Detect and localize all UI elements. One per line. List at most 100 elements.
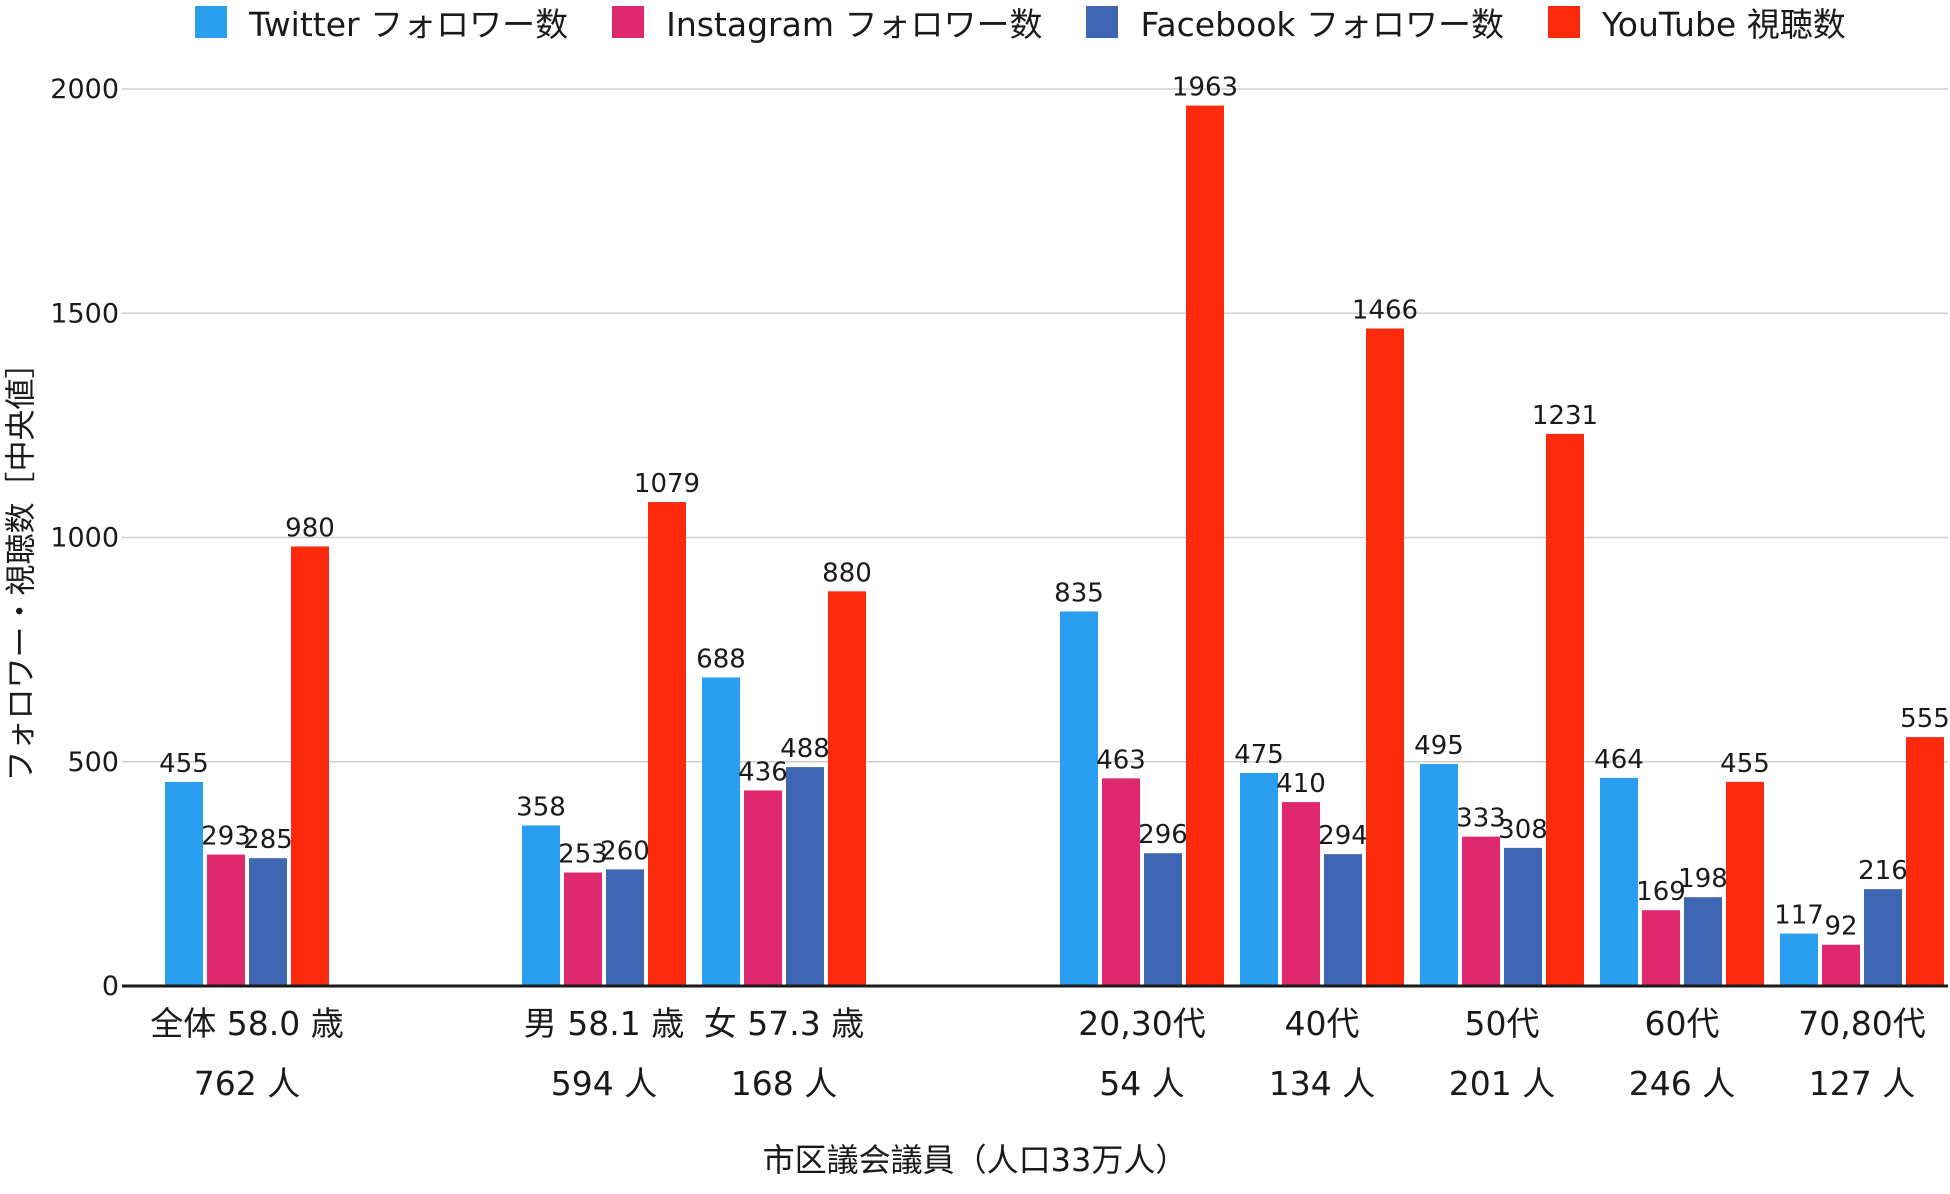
value-label-youtube-2: 880 [822, 558, 872, 588]
bar-youtube-7 [1906, 737, 1944, 986]
category-label-2: 女 57.3 歳 [704, 1004, 864, 1043]
bar-youtube-0 [291, 546, 329, 986]
bar-facebook-7 [1864, 889, 1902, 986]
value-label-instagram-7: 92 [1824, 912, 1857, 942]
legend-swatch-instagram [612, 6, 645, 38]
value-label-youtube-5: 1231 [1532, 401, 1598, 431]
bar-facebook-0 [249, 858, 287, 986]
bar-facebook-1 [606, 869, 644, 986]
category-label-0: 全体 58.0 歳 [150, 1004, 343, 1043]
category-count-label-5: 201 人 [1449, 1064, 1555, 1103]
bar-youtube-2 [828, 591, 866, 986]
legend-item-youtube: YouTube 視聴数 [1548, 0, 1846, 46]
value-label-facebook-1: 260 [600, 836, 650, 866]
category-label-3: 20,30代 [1078, 1004, 1205, 1043]
bar-facebook-2 [786, 767, 824, 986]
bar-twitter-6 [1600, 777, 1638, 986]
y-tick-label-0: 0 [102, 971, 119, 1002]
y-tick-label-1000: 1000 [50, 523, 119, 554]
legend-label-facebook: Facebook フォロワー数 [1140, 5, 1505, 44]
value-label-facebook-0: 285 [243, 825, 293, 855]
value-label-instagram-6: 169 [1636, 877, 1686, 907]
bar-twitter-2 [702, 677, 740, 986]
bar-instagram-6 [1642, 910, 1680, 986]
value-label-facebook-2: 488 [780, 734, 830, 764]
bar-youtube-3 [1186, 105, 1224, 987]
bar-twitter-1 [522, 825, 560, 986]
bar-instagram-7 [1822, 944, 1860, 986]
value-label-twitter-0: 455 [159, 749, 209, 779]
value-label-instagram-1: 253 [558, 840, 608, 870]
bar-twitter-4 [1240, 772, 1278, 986]
x-axis-title: 市区議会議員（人口33万人） [762, 1141, 1188, 1179]
category-count-label-7: 127 人 [1809, 1064, 1915, 1103]
category-count-label-0: 762 人 [194, 1064, 300, 1103]
category-label-5: 50代 [1465, 1004, 1540, 1043]
value-label-twitter-1: 358 [516, 792, 566, 822]
value-label-facebook-3: 296 [1138, 820, 1188, 850]
bar-twitter-0 [165, 781, 203, 986]
bar-facebook-5 [1504, 847, 1542, 986]
legend-label-twitter: Twitter フォロワー数 [249, 5, 569, 44]
bar-instagram-0 [207, 854, 245, 986]
value-label-facebook-4: 294 [1318, 821, 1368, 851]
value-label-twitter-7: 117 [1774, 901, 1824, 931]
value-label-youtube-3: 1963 [1172, 73, 1238, 103]
value-label-youtube-6: 455 [1720, 749, 1770, 779]
value-label-facebook-5: 308 [1498, 815, 1548, 845]
legend-label-youtube: YouTube 視聴数 [1602, 5, 1846, 44]
legend-item-facebook: Facebook フォロワー数 [1086, 0, 1504, 46]
legend: Twitter フォロワー数 Instagram フォロワー数 Facebook… [195, 0, 1890, 44]
legend-label-instagram: Instagram フォロワー数 [666, 5, 1043, 44]
y-tick-label-500: 500 [67, 747, 119, 778]
category-count-label-6: 246 人 [1629, 1064, 1735, 1103]
value-label-twitter-4: 475 [1234, 740, 1284, 770]
value-label-youtube-0: 980 [285, 513, 335, 543]
value-label-twitter-6: 464 [1594, 745, 1644, 775]
bar-facebook-3 [1144, 853, 1182, 986]
bar-youtube-4 [1366, 328, 1404, 986]
bar-facebook-6 [1684, 897, 1722, 986]
y-tick-label-1500: 1500 [50, 298, 119, 329]
value-label-twitter-5: 495 [1414, 731, 1464, 761]
value-label-instagram-3: 463 [1096, 745, 1146, 775]
value-label-twitter-2: 688 [696, 644, 746, 674]
category-label-1: 男 58.1 歳 [524, 1004, 684, 1043]
value-label-instagram-2: 436 [738, 757, 788, 787]
bar-instagram-5 [1462, 836, 1500, 986]
value-label-twitter-3: 835 [1054, 579, 1104, 609]
bar-instagram-2 [744, 790, 782, 986]
value-label-youtube-4: 1466 [1352, 295, 1418, 325]
category-count-label-4: 134 人 [1269, 1064, 1375, 1103]
bar-youtube-5 [1546, 433, 1584, 987]
category-label-6: 60代 [1645, 1004, 1720, 1043]
category-count-label-1: 594 人 [551, 1064, 657, 1103]
y-tick-label-2000: 2000 [50, 74, 119, 105]
value-label-instagram-0: 293 [201, 822, 251, 852]
legend-swatch-youtube [1548, 6, 1581, 38]
bar-instagram-4 [1282, 802, 1320, 986]
value-label-youtube-1: 1079 [634, 469, 700, 499]
legend-item-instagram: Instagram フォロワー数 [612, 0, 1042, 46]
category-label-4: 40代 [1285, 1004, 1360, 1043]
category-count-label-2: 168 人 [731, 1064, 837, 1103]
category-count-label-3: 54 人 [1099, 1064, 1184, 1103]
value-label-facebook-6: 198 [1678, 864, 1728, 894]
bar-instagram-1 [564, 872, 602, 986]
bar-instagram-3 [1102, 778, 1140, 986]
bar-facebook-4 [1324, 854, 1362, 986]
legend-swatch-facebook [1086, 6, 1119, 38]
bar-twitter-3 [1060, 611, 1098, 986]
value-label-instagram-5: 333 [1456, 804, 1506, 834]
category-label-7: 70,80代 [1798, 1004, 1925, 1043]
bar-twitter-5 [1420, 763, 1458, 986]
legend-item-twitter: Twitter フォロワー数 [195, 0, 568, 46]
value-label-youtube-7: 555 [1900, 704, 1950, 734]
bar-youtube-1 [648, 502, 686, 986]
legend-swatch-twitter [195, 6, 227, 38]
value-label-facebook-7: 216 [1858, 856, 1908, 886]
bar-twitter-7 [1780, 933, 1818, 986]
bar-youtube-6 [1726, 781, 1764, 986]
value-label-instagram-4: 410 [1276, 769, 1326, 799]
